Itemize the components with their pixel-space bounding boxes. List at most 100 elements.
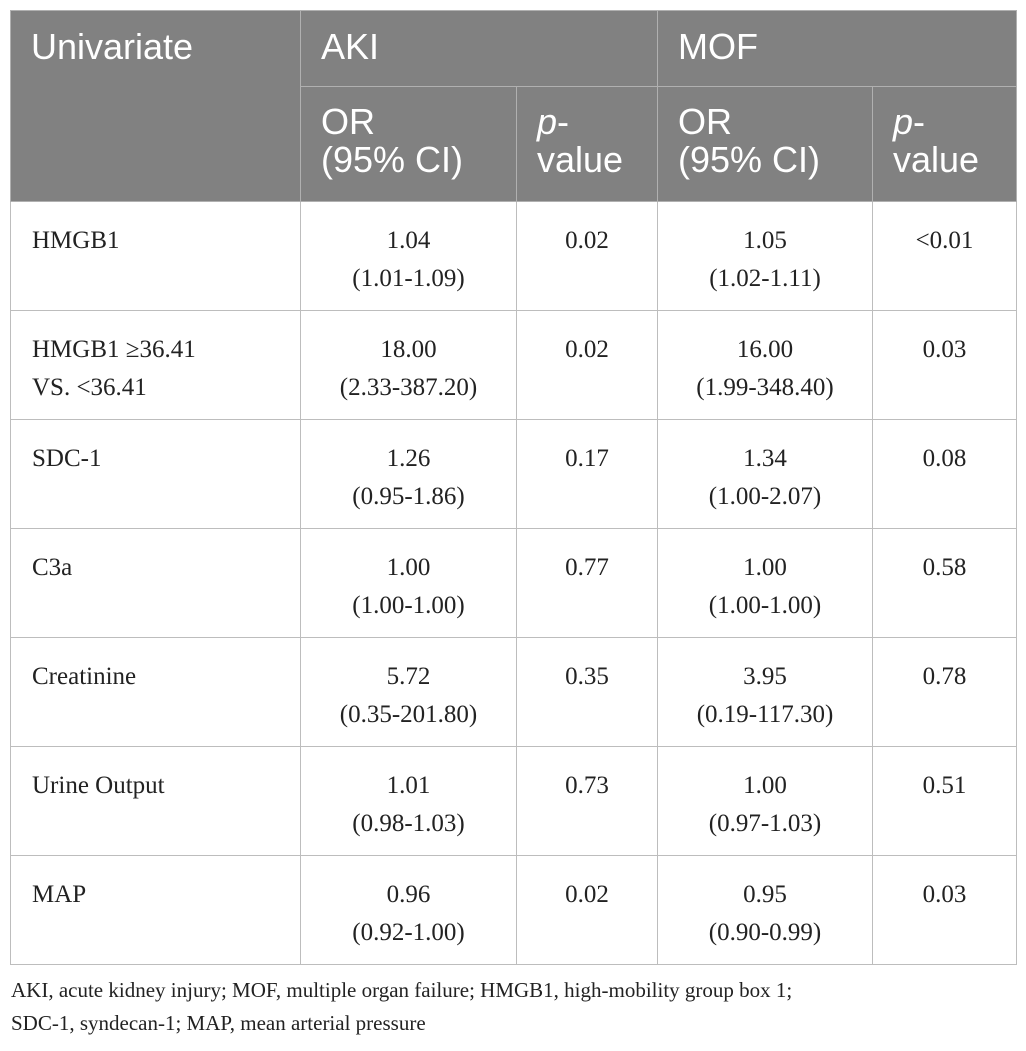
mof-or-value: 1.05 (743, 227, 787, 254)
aki-ci-value: (0.92-1.00) (352, 919, 465, 946)
mof-ci-value: (1.00-2.07) (708, 483, 822, 510)
row-label-line1: SDC-1 (32, 445, 102, 472)
mof-or-cell: 3.95 (0.19-117.30) (657, 637, 873, 747)
row-label: SDC-1 (10, 419, 301, 529)
header-univariate: Univariate (10, 10, 301, 202)
row-label: C3a (10, 528, 301, 638)
mof-or-value: 16.00 (736, 336, 794, 363)
table-row: MAP 0.96 (0.92-1.00) 0.02 0.95 (0.90-0.9… (10, 855, 1018, 965)
aki-or-cell: 1.00 (1.00-1.00) (300, 528, 517, 638)
aki-or-cell: 1.01 (0.98-1.03) (300, 746, 517, 856)
row-label: Creatinine (10, 637, 301, 747)
mof-ci-value: (0.90-0.99) (708, 919, 822, 946)
aki-or-cell: 1.26 (0.95-1.86) (300, 419, 517, 529)
row-label: MAP (10, 855, 301, 965)
table-row: HMGB1 ≥36.41 VS. <36.41 18.00 (2.33-387.… (10, 310, 1018, 420)
aki-or-cell: 1.04 (1.01-1.09) (300, 201, 517, 311)
header-or-line1: OR (321, 101, 375, 142)
aki-ci-value: (0.95-1.86) (352, 483, 465, 510)
mof-or-cell: 1.00 (0.97-1.03) (657, 746, 873, 856)
mof-p-cell: 0.03 (871, 310, 1018, 420)
header-aki: AKI (300, 10, 658, 87)
aki-or-cell: 5.72 (0.35-201.80) (300, 637, 517, 747)
mof-p-cell: 0.03 (871, 855, 1018, 965)
aki-or-value: 1.01 (386, 772, 431, 799)
mof-ci-value: (1.02-1.11) (709, 265, 821, 292)
aki-or-cell: 18.00 (2.33-387.20) (300, 310, 517, 420)
table-row: C3a 1.00 (1.00-1.00) 0.77 1.00 (1.00-1.0… (10, 528, 1018, 638)
mof-p-cell: 0.78 (871, 637, 1018, 747)
mof-p-cell: 0.58 (871, 528, 1018, 638)
table-row: HMGB1 1.04 (1.01-1.09) 0.02 1.05 (1.02-1… (10, 201, 1018, 311)
aki-p-cell: 0.02 (516, 201, 658, 311)
aki-ci-value: (0.35-201.80) (339, 701, 478, 728)
aki-p-cell: 0.73 (516, 746, 658, 856)
aki-p-cell: 0.02 (516, 310, 658, 420)
header-p-italic: p (537, 101, 558, 142)
aki-p-cell: 0.02 (516, 855, 658, 965)
table-row: Creatinine 5.72 (0.35-201.80) 0.35 3.95 … (10, 637, 1018, 747)
row-label-line1: HMGB1 (32, 227, 120, 254)
row-label-line1: C3a (32, 554, 73, 581)
header-or-line1: OR (678, 101, 732, 142)
header-mof: MOF (656, 10, 1018, 87)
aki-or-value: 0.96 (386, 881, 431, 908)
mof-or-cell: 1.05 (1.02-1.11) (657, 201, 873, 311)
mof-p-cell: <0.01 (871, 201, 1018, 311)
mof-ci-value: (1.00-1.00) (708, 592, 822, 619)
mof-or-cell: 1.00 (1.00-1.00) (657, 528, 873, 638)
header-p-dash: - (913, 101, 926, 142)
aki-ci-value: (0.98-1.03) (352, 810, 465, 837)
row-label-line1: HMGB1 ≥36.41 (32, 336, 196, 363)
row-label: HMGB1 (10, 201, 301, 311)
footnote-line2: SDC-1, syndecan-1; MAP, mean arterial pr… (11, 1011, 426, 1035)
aki-or-cell: 0.96 (0.92-1.00) (300, 855, 517, 965)
header-p-italic: p (893, 101, 914, 142)
mof-ci-value: (0.19-117.30) (696, 701, 834, 728)
footnote-line1: AKI, acute kidney injury; MOF, multiple … (11, 978, 793, 1002)
header-or-line2: (95% CI) (321, 139, 464, 180)
row-label: Urine Output (10, 746, 301, 856)
table-row: SDC-1 1.26 (0.95-1.86) 0.17 1.34 (1.00-2… (10, 419, 1018, 529)
row-label-line1: Creatinine (32, 663, 137, 690)
mof-or-value: 1.00 (743, 554, 787, 581)
mof-p-cell: 0.08 (871, 419, 1018, 529)
header-p-line2: value (893, 139, 980, 180)
mof-or-cell: 1.34 (1.00-2.07) (657, 419, 873, 529)
aki-p-cell: 0.17 (516, 419, 658, 529)
aki-or-value: 5.72 (386, 663, 431, 690)
table-body: HMGB1 1.04 (1.01-1.09) 0.02 1.05 (1.02-1… (10, 201, 1018, 965)
header-aki-or: OR (95% CI) (300, 86, 517, 202)
header-mof-or: OR (95% CI) (657, 86, 873, 202)
header-p-line2: value (537, 139, 624, 180)
aki-p-cell: 0.77 (516, 528, 658, 638)
table-header: Univariate AKI MOF OR (95% CI) p- value … (10, 10, 1018, 202)
univariate-table: Univariate AKI MOF OR (95% CI) p- value … (10, 10, 1018, 965)
table-row: Urine Output 1.01 (0.98-1.03) 0.73 1.00 … (10, 746, 1018, 856)
aki-or-value: 18.00 (380, 336, 437, 363)
row-label: HMGB1 ≥36.41 VS. <36.41 (10, 310, 301, 420)
row-label-line2: VS. <36.41 (32, 374, 147, 401)
mof-or-value: 1.34 (743, 445, 787, 472)
aki-or-value: 1.26 (386, 445, 431, 472)
mof-or-value: 0.95 (743, 881, 787, 908)
aki-ci-value: (2.33-387.20) (339, 374, 478, 401)
aki-or-value: 1.00 (386, 554, 431, 581)
aki-ci-value: (1.01-1.09) (352, 265, 465, 292)
mof-or-value: 1.00 (743, 772, 787, 799)
header-aki-p-value: p- value (516, 86, 658, 202)
header-or-line2: (95% CI) (678, 139, 821, 180)
table-footnote: AKI, acute kidney injury; MOF, multiple … (11, 974, 1016, 1040)
mof-or-cell: 0.95 (0.90-0.99) (657, 855, 873, 965)
mof-or-value: 3.95 (743, 663, 787, 690)
mof-ci-value: (0.97-1.03) (708, 810, 822, 837)
header-mof-p-value: p- value (871, 86, 1018, 202)
mof-p-cell: 0.51 (871, 746, 1018, 856)
aki-ci-value: (1.00-1.00) (352, 592, 465, 619)
header-p-dash: - (557, 101, 570, 142)
row-label-line1: Urine Output (32, 772, 165, 799)
mof-ci-value: (1.99-348.40) (696, 374, 834, 401)
mof-or-cell: 16.00 (1.99-348.40) (657, 310, 873, 420)
aki-p-cell: 0.35 (516, 637, 658, 747)
row-label-line1: MAP (32, 881, 87, 908)
